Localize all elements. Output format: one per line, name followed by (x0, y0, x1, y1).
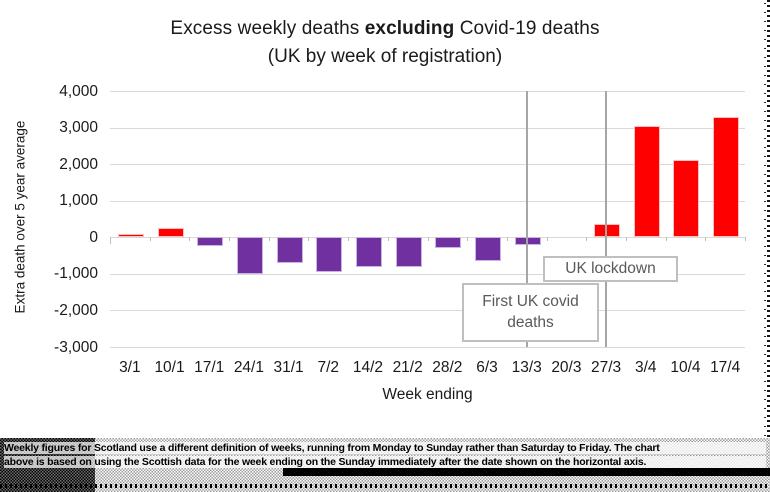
x-tick-label: 20/3 (551, 359, 582, 376)
bar-21/2 (395, 237, 422, 267)
x-tick-label: 17/4 (710, 359, 741, 376)
y-tick-label: -3,000 (54, 338, 98, 356)
footnote: Weekly figures for Scotland use a differ… (0, 438, 770, 492)
x-axis-tick (427, 237, 429, 242)
y-axis-title: Extra death over 5 year average (12, 120, 28, 314)
bar-27/3 (594, 224, 621, 238)
annotation-line-first-uk-covid-deaths (525, 91, 528, 347)
x-tick-label: 17/1 (194, 359, 225, 376)
x-axis-tick (229, 237, 231, 242)
x-axis-tick (149, 237, 151, 242)
x-axis-tick (586, 237, 588, 242)
x-axis-tick (546, 237, 548, 242)
bar-7/2 (316, 237, 343, 273)
y-tick-label: 1,000 (59, 192, 98, 210)
bar-28/2 (435, 237, 462, 249)
gridline (110, 91, 745, 92)
annotation-box-first-uk-covid-deaths: First UK covid deaths (462, 283, 599, 342)
x-tick-label: 13/3 (511, 359, 542, 376)
gridline (110, 310, 745, 312)
x-axis-tick (467, 237, 469, 242)
x-axis-tick (745, 237, 746, 242)
bar-10/1 (157, 228, 184, 238)
gridline (110, 347, 745, 348)
x-tick-label: 6/3 (476, 359, 498, 376)
x-axis-title: Week ending (382, 386, 473, 403)
bar-3/4 (633, 125, 660, 238)
x-axis-tick (625, 237, 627, 242)
x-axis-tick (348, 237, 350, 242)
annotation-box-uk-lockdown: UK lockdown (543, 256, 678, 282)
x-tick-label: 31/1 (273, 359, 304, 376)
annotation-line-uk-lockdown (605, 91, 608, 347)
annotation-label-line: deaths (507, 313, 554, 331)
y-tick-label: 0 (89, 228, 98, 246)
y-axis-tick (110, 237, 111, 245)
bar-13/3 (514, 237, 541, 245)
footnote-line-2: above is based on using the Scottish dat… (4, 456, 766, 468)
chart-title-bold-word: excluding (364, 18, 455, 39)
bar-3/1 (117, 233, 144, 238)
y-tick-label: 2,000 (59, 155, 98, 173)
annotation-label-line: First UK covid (482, 292, 579, 310)
chart-subtitle: (UK by week of registration) (267, 46, 503, 67)
chart-title-suffix: Covid-19 deaths (454, 18, 600, 39)
footnote-line-1: Weekly figures for Scotland use a differ… (4, 442, 766, 454)
gridline (110, 200, 745, 202)
x-tick-label: 3/1 (119, 359, 141, 376)
x-tick-label: 28/2 (432, 359, 463, 376)
x-axis-tick (308, 237, 310, 242)
bar-24/1 (236, 237, 263, 274)
x-tick-label: 7/2 (317, 359, 340, 376)
footnote-black-band (283, 468, 770, 476)
gridline (110, 164, 745, 166)
x-axis-tick (189, 237, 191, 242)
gridline (110, 127, 745, 129)
x-tick-label: 14/2 (352, 359, 384, 376)
x-tick-label: 21/2 (392, 359, 423, 376)
right-edge-artifact (763, 0, 770, 438)
bar-6/3 (475, 237, 502, 262)
bar-14/2 (355, 237, 382, 267)
gridline (110, 273, 745, 275)
y-tick-label: 3,000 (59, 119, 98, 137)
y-tick-label: -2,000 (54, 301, 98, 319)
x-tick-label: 24/1 (233, 359, 264, 376)
x-axis-tick (665, 237, 667, 242)
x-tick-label: 10/4 (670, 359, 701, 376)
x-tick-label: 10/1 (154, 359, 185, 376)
bar-31/1 (276, 237, 303, 263)
chart-title-prefix: Excess weekly deaths (170, 18, 365, 39)
x-axis-tick (268, 237, 270, 242)
bar-17/4 (713, 116, 740, 238)
x-axis-tick (705, 237, 707, 242)
x-tick-label: 27/3 (591, 359, 622, 376)
y-tick-label: 4,000 (59, 82, 98, 100)
x-tick-label: 3/4 (635, 359, 657, 376)
x-axis-tick (387, 237, 389, 242)
annotation-label-line: UK lockdown (565, 259, 656, 277)
bar-10/4 (673, 160, 700, 238)
chart-title: Excess weekly deaths excluding Covid-19 … (0, 18, 770, 40)
y-tick-label: -1,000 (54, 265, 98, 283)
x-axis-tick (506, 237, 508, 242)
bar-17/1 (197, 237, 224, 247)
